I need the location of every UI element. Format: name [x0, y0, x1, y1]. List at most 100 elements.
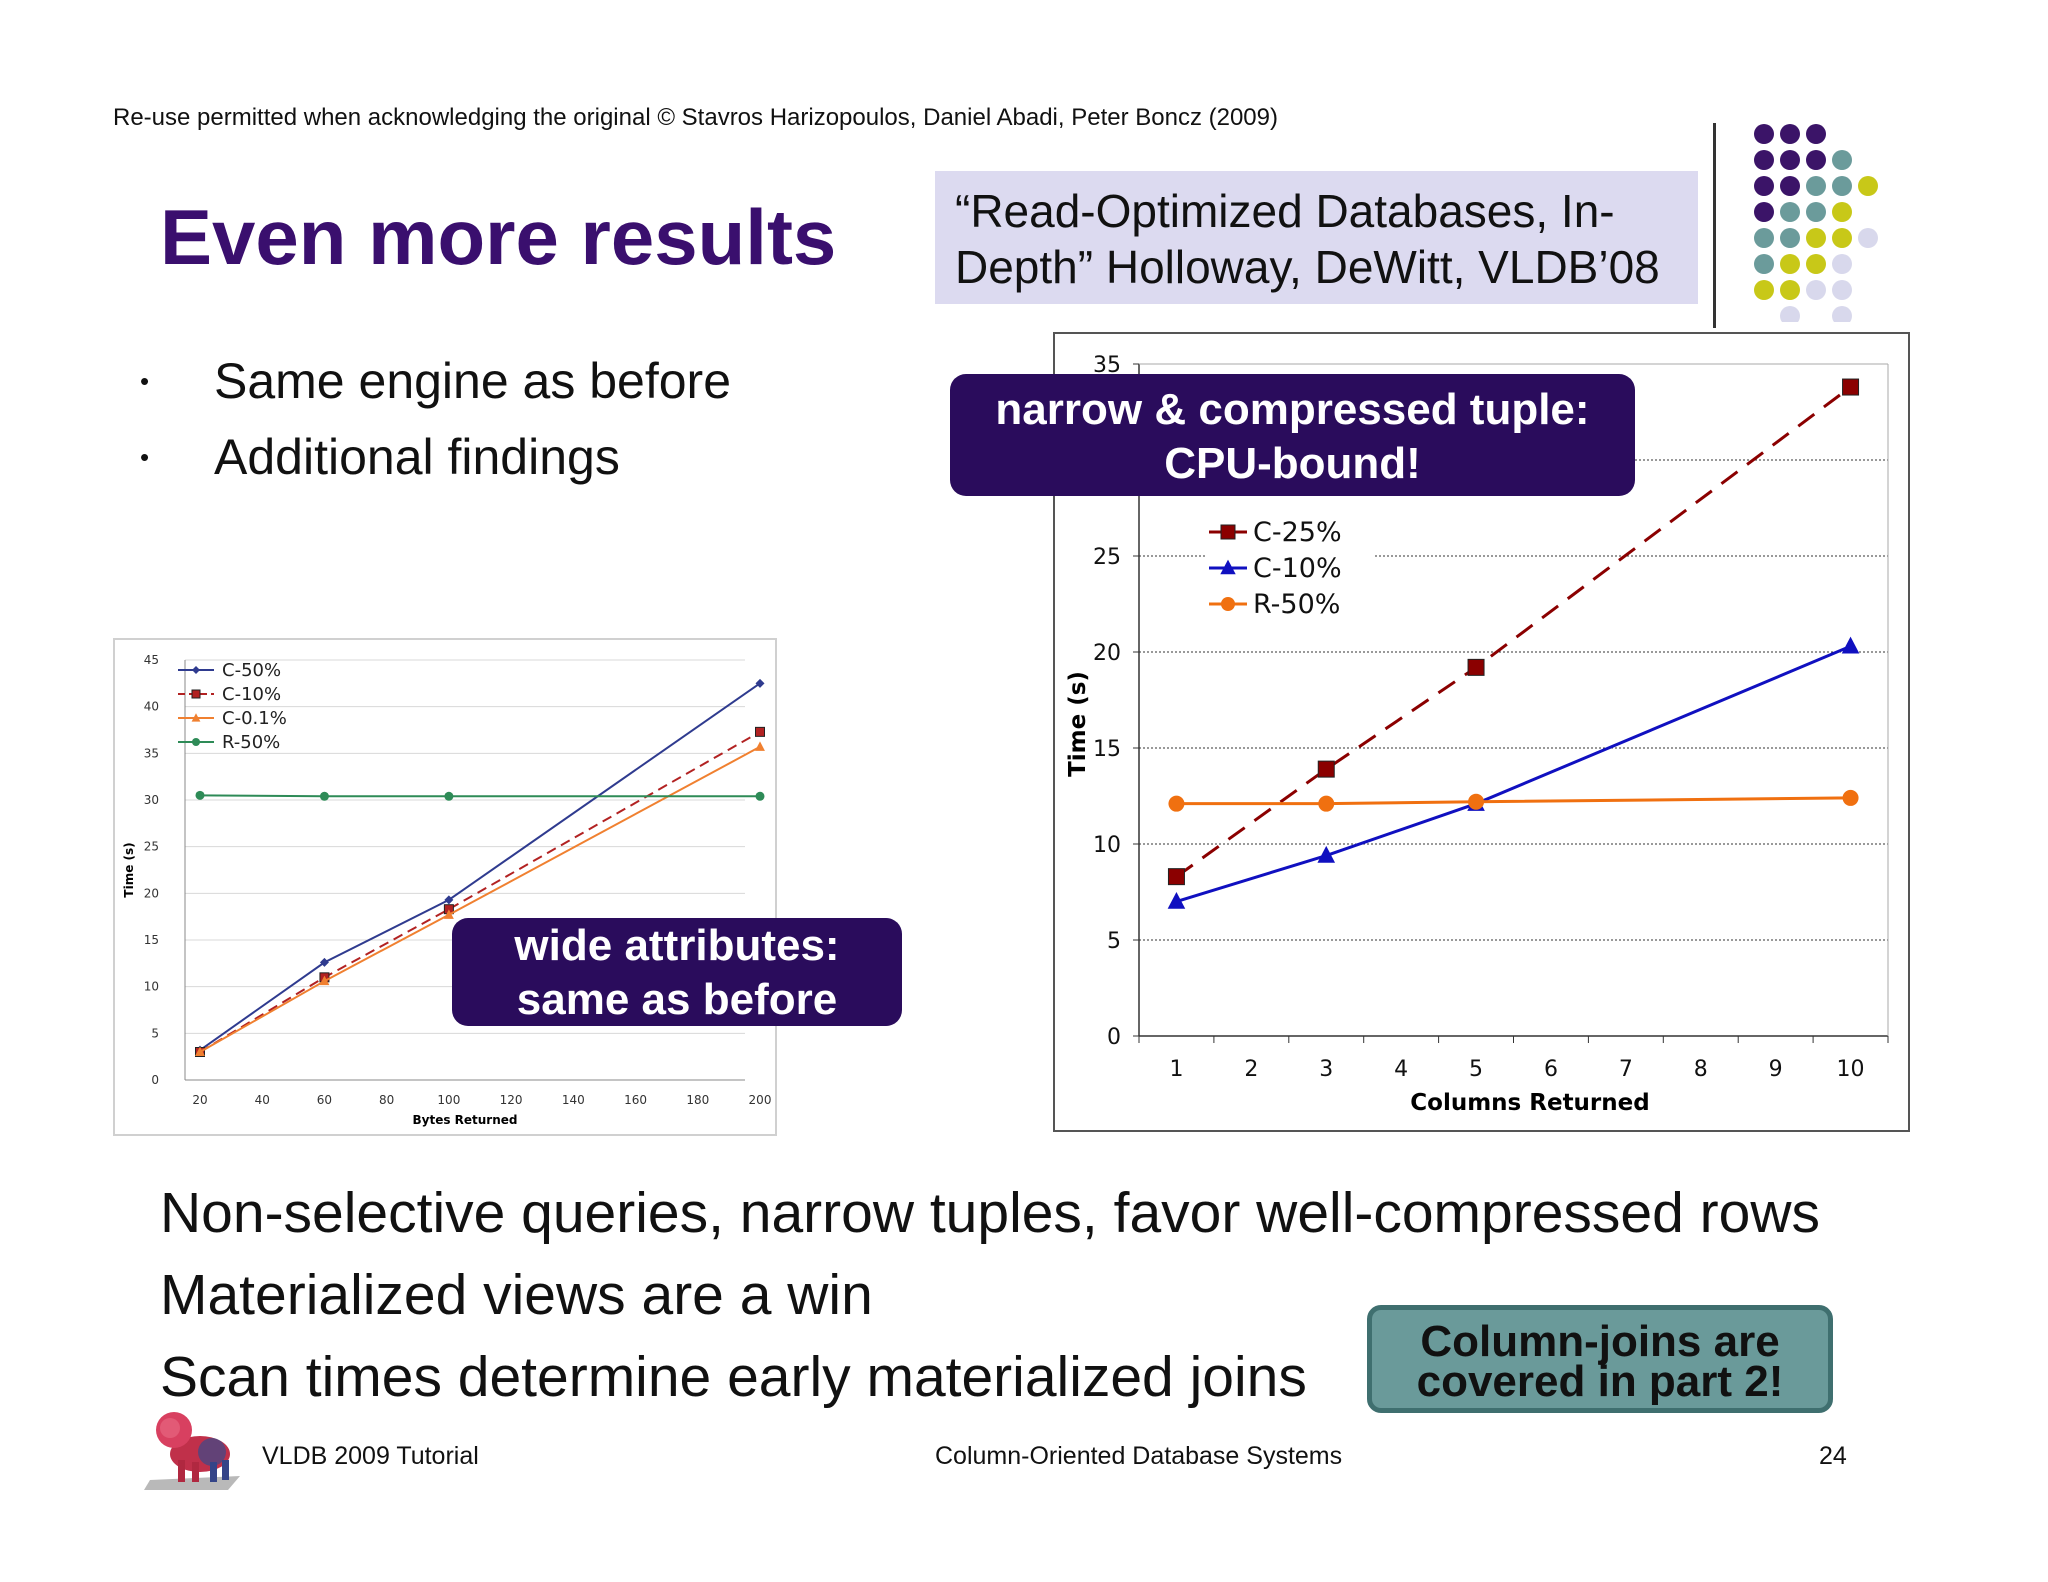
decorative-dot [1832, 228, 1852, 248]
decorative-dot [1780, 176, 1800, 196]
decorative-dot [1832, 280, 1852, 300]
decorative-dot [1780, 124, 1800, 144]
legend-label: R-50% [1253, 589, 1340, 620]
data-point [1318, 795, 1335, 812]
columns-returned-chart-svg: 0510152025303512345678910Columns Returne… [1065, 353, 1889, 1116]
data-point [755, 726, 765, 737]
y-tick-label: 30 [144, 793, 159, 807]
footer-topic: Column-Oriented Database Systems [935, 1442, 1343, 1470]
copyright-notice: Re-use permitted when acknowledging the … [113, 104, 1278, 131]
decorative-dot [1832, 306, 1852, 326]
decorative-dot [1832, 150, 1852, 170]
x-tick-label: 100 [437, 1093, 460, 1107]
y-tick-label: 15 [1093, 737, 1121, 762]
callout-line-1: narrow & compressed tuple: [995, 385, 1590, 434]
wide-attributes-callout: wide attributes: same as before [452, 918, 902, 1026]
series-R-50% [1168, 789, 1859, 812]
series-C-0.1% [195, 741, 765, 1057]
x-tick-label: 180 [686, 1093, 709, 1107]
bullet-dot: • [140, 442, 150, 472]
y-tick-label: 35 [144, 746, 159, 760]
page-number: 24 [1819, 1442, 1847, 1470]
legend-item: C-25% [1205, 516, 1375, 548]
y-tick-label: 20 [144, 886, 159, 900]
y-axis-label: Time (s) [122, 842, 136, 897]
decorative-dot [1806, 254, 1826, 274]
callout-line-1: wide attributes: [514, 921, 840, 970]
legend-item: C-10% [178, 684, 281, 705]
legend-item: C-0.1% [178, 708, 287, 729]
header-divider [1713, 123, 1716, 328]
series-line [199, 794, 760, 798]
decorative-dot [1806, 280, 1826, 300]
data-point [1467, 658, 1485, 676]
decorative-dot [1754, 202, 1774, 222]
bytes-returned-chart: 0 5 10 15 20 25 30 35 40 45 20 40 60 80 100 120 140 160 18… [113, 638, 777, 1136]
citation-line-1: “Read-Optimized Databases, In- [955, 185, 1615, 237]
decorative-dot [1754, 124, 1774, 144]
x-tick-label: 2 [1244, 1057, 1258, 1082]
legend-marker [191, 713, 201, 722]
y-tick-label: 15 [144, 933, 159, 947]
data-point [1168, 795, 1185, 812]
citation-box: “Read-Optimized Databases, In- Depth” Ho… [935, 171, 1698, 304]
legend-item: R-50% [178, 732, 280, 753]
series-line [1176, 644, 1852, 904]
legend-marker [1221, 597, 1235, 611]
x-tick-label: 120 [500, 1093, 523, 1107]
decorative-dot [1754, 254, 1774, 274]
decorative-dot [1754, 228, 1774, 248]
x-tick-label: 1 [1169, 1057, 1183, 1082]
decorative-dot [1858, 176, 1878, 196]
y-tick-label: 35 [1093, 353, 1121, 378]
y-tick-label: 5 [151, 1026, 159, 1040]
data-point [195, 1046, 205, 1057]
x-tick-label: 7 [1619, 1057, 1633, 1082]
data-point [755, 791, 765, 801]
lion-logo [140, 1402, 250, 1497]
note-line-1: Column-joins are [1420, 1317, 1780, 1366]
part2-note-box: Column-joins are covered in part 2! [1367, 1305, 1833, 1413]
findings-list: Non-selective queries, narrow tuples, fa… [160, 1180, 1820, 1426]
data-point [1317, 760, 1335, 778]
y-tick-label: 10 [1093, 833, 1121, 858]
y-tick-label: 40 [144, 700, 159, 714]
legend-label: C-50% [222, 660, 281, 681]
x-tick-label: 8 [1694, 1057, 1708, 1082]
bullet-text: Additional findings [214, 429, 620, 485]
y-tick-label: 5 [1107, 929, 1121, 954]
x-tick-label: 140 [562, 1093, 585, 1107]
decorative-dot [1780, 306, 1800, 326]
series-R-50% [195, 790, 765, 801]
data-point [444, 895, 454, 905]
x-tick-label: 160 [624, 1093, 647, 1107]
decorative-dot [1754, 150, 1774, 170]
data-point [755, 741, 765, 751]
callout-line-2: CPU-bound! [1164, 439, 1421, 488]
data-point [755, 678, 765, 688]
finding-item: Scan times determine early materialized … [160, 1345, 1307, 1409]
decorative-dot [1780, 202, 1800, 222]
data-point [1468, 793, 1485, 810]
decorative-dot [1806, 202, 1826, 222]
x-tick-label: 200 [749, 1093, 772, 1107]
x-axis-label: Columns Returned [1410, 1090, 1649, 1116]
data-point [1167, 868, 1185, 886]
bytes-returned-chart-svg: 0 5 10 15 20 25 30 35 40 45 20 40 60 80 100 120 140 160 18… [122, 653, 772, 1127]
legend-item: C-10% [1205, 552, 1375, 584]
data-point [1317, 845, 1336, 863]
x-tick-label: 10 [1837, 1057, 1865, 1082]
data-point [1842, 789, 1859, 806]
series-line [199, 730, 761, 1053]
legend-label: R-50% [222, 732, 280, 753]
x-tick-label: 80 [379, 1093, 394, 1107]
note-line-2: covered in part 2! [1416, 1357, 1784, 1406]
x-tick-label: 9 [1769, 1057, 1783, 1082]
y-tick-label: 45 [144, 653, 159, 667]
legend-marker [191, 689, 201, 699]
series-line [1176, 796, 1851, 806]
decorative-dot [1806, 150, 1826, 170]
x-tick-label: 4 [1394, 1057, 1408, 1082]
decorative-dot [1780, 150, 1800, 170]
decorative-dot [1832, 202, 1852, 222]
